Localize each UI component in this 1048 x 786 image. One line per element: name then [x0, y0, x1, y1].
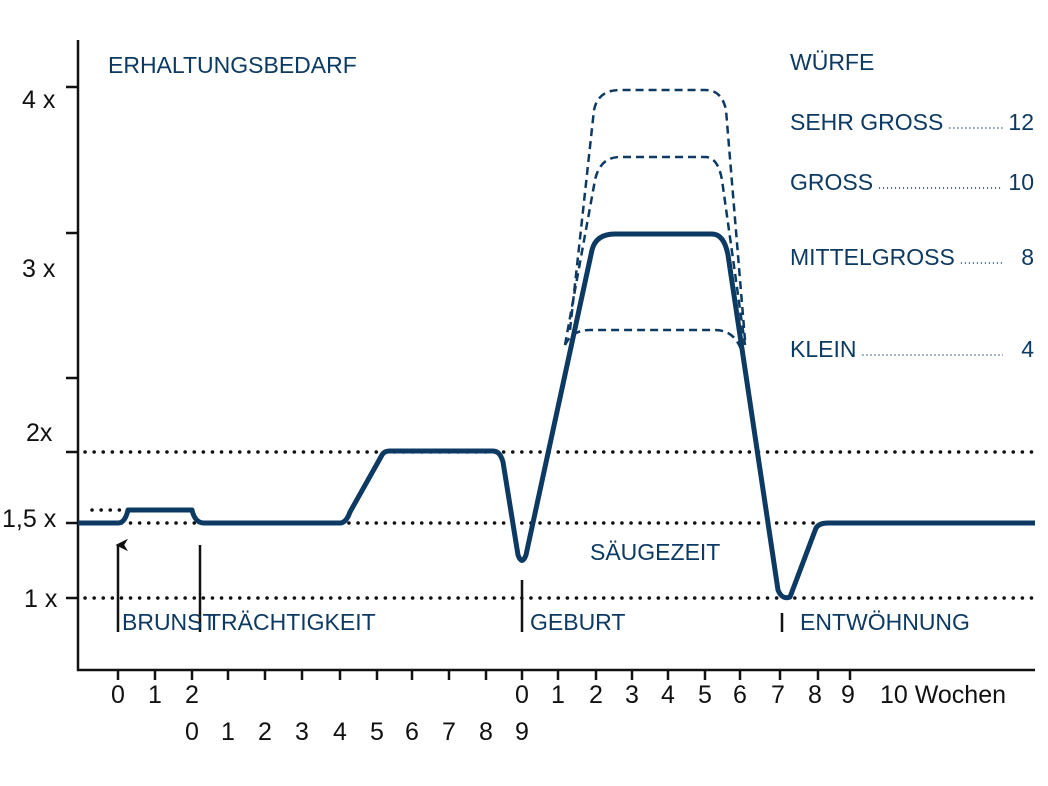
legend-label: KLEIN	[790, 336, 856, 362]
curve-large	[563, 155, 747, 346]
legend-value: 10	[1008, 169, 1034, 195]
x-label: 8	[479, 718, 493, 746]
x-label: 3	[295, 718, 309, 746]
x-label: 9	[841, 681, 855, 709]
curve-medium	[78, 231, 1035, 601]
legend-label: MITTELGROSS	[790, 244, 955, 270]
x-label: 7	[442, 718, 456, 746]
event-label: TRÄCHTIGKEIT	[207, 609, 376, 635]
event-label: ENTWÖHNUNG	[800, 609, 970, 635]
curve-very-large	[568, 88, 747, 341]
x-label: 0	[185, 718, 199, 746]
reference-lines	[83, 450, 1037, 600]
x-label: 7	[771, 681, 785, 709]
legend-value: 8	[1021, 244, 1034, 270]
legend: SEHR GROSS 12 GROSS 10 MITTELGROSS 8 KLEIN 4	[790, 109, 1034, 362]
y-label: 1,5 x	[2, 505, 57, 533]
curve-small	[563, 328, 744, 353]
x-label: 10 Wochen	[880, 681, 1006, 709]
x-label: 5	[698, 681, 712, 709]
x-label: 2	[258, 718, 272, 746]
x-label: 2	[589, 681, 603, 709]
x-labels-row1: 0 1 2 0 1 2 3 4 5 6 7 8 9 10 Wochen	[111, 681, 1006, 709]
legend-label: GROSS	[790, 169, 873, 195]
phase-label: SÄUGEZEIT	[590, 539, 720, 565]
x-label: 0	[111, 681, 125, 709]
x-label: 4	[661, 681, 675, 709]
legend-title: WÜRFE	[790, 49, 874, 75]
x-label: 2	[185, 681, 199, 709]
axes	[76, 40, 1035, 672]
event-label: GEBURT	[530, 609, 625, 635]
x-label: 1	[148, 681, 162, 709]
legend-label: SEHR GROSS	[790, 109, 943, 135]
x-label: 3	[625, 681, 639, 709]
title: ERHALTUNGSBEDARF	[108, 52, 357, 78]
y-label: 3 x	[22, 255, 56, 283]
event-label: BRUNST	[122, 609, 217, 635]
x-label: 6	[405, 718, 419, 746]
y-label: 4 x	[22, 86, 56, 114]
legend-value: 12	[1008, 109, 1034, 135]
x-label: 5	[370, 718, 384, 746]
x-label: 0	[515, 681, 529, 709]
x-label: 6	[733, 681, 747, 709]
x-label: 8	[808, 681, 822, 709]
y-label: 2x	[26, 419, 53, 447]
x-label: 1	[221, 718, 235, 746]
x-label: 1	[551, 681, 565, 709]
x-label: 4	[333, 718, 347, 746]
y-label: 1 x	[24, 585, 58, 613]
y-ticks	[66, 85, 78, 600]
legend-value: 4	[1021, 336, 1034, 362]
event-arrows	[118, 545, 784, 632]
x-ticks	[116, 670, 852, 680]
x-label: 9	[515, 718, 529, 746]
